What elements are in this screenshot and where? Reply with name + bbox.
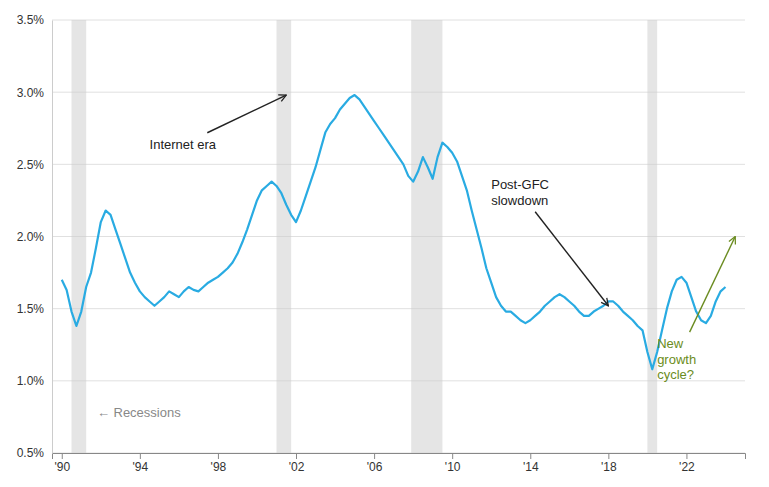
grid-line xyxy=(52,380,745,381)
annotation-arrow xyxy=(535,212,608,306)
annotation-arrow xyxy=(690,237,736,333)
annotation-text: Newgrowthcycle? xyxy=(657,336,696,382)
plot-area xyxy=(62,20,726,453)
y-tick-label: 3.5% xyxy=(17,13,45,27)
x-tick: '22 xyxy=(679,453,695,474)
grid xyxy=(52,20,745,453)
y-tick-label: 1.5% xyxy=(17,302,45,316)
y-tick-label: 1.0% xyxy=(17,374,45,388)
recession-band xyxy=(411,20,442,453)
x-tick: '02 xyxy=(289,453,305,474)
x-tick-label: '98 xyxy=(211,460,227,474)
x-tick: '14 xyxy=(523,453,539,474)
x-tick-label: '94 xyxy=(133,460,149,474)
y-tick: 2.0% xyxy=(17,230,52,244)
x-axis: '90 '94 '98 '02 '06 '10 '14 '18 '22 xyxy=(53,453,746,474)
y-axis: 0.5% 1.0% 1.5% 2.0% 2.5% 3.0% 3.5% xyxy=(17,13,53,460)
x-tick: '90 xyxy=(54,453,70,474)
x-tick: '06 xyxy=(367,453,383,474)
recession-band xyxy=(72,20,87,453)
y-tick: 3.0% xyxy=(17,86,52,100)
x-tick-mark xyxy=(374,453,375,459)
y-tick: 0.5% xyxy=(17,446,52,460)
x-tick-mark xyxy=(62,453,63,459)
x-tick-label: '18 xyxy=(601,460,617,474)
data-line xyxy=(62,95,726,369)
x-axis-line xyxy=(53,454,746,460)
grid-line xyxy=(52,92,745,93)
y-tick: 2.5% xyxy=(17,158,52,172)
x-tick-mark xyxy=(140,453,141,459)
x-tick-mark xyxy=(296,453,297,459)
grid-line xyxy=(52,20,745,21)
x-tick-mark xyxy=(686,453,687,459)
x-tick: '94 xyxy=(133,453,149,474)
grid-line xyxy=(52,308,745,309)
x-tick-label: '14 xyxy=(523,460,539,474)
recession-band xyxy=(647,20,657,453)
y-tick-label: 3.0% xyxy=(17,86,45,100)
grid-line xyxy=(52,236,745,237)
x-tick-label: '06 xyxy=(367,460,383,474)
annotation-line: New xyxy=(657,336,684,351)
y-tick-label: 0.5% xyxy=(17,446,45,460)
x-tick: '18 xyxy=(601,453,617,474)
annotation-line: ← Recessions xyxy=(97,405,181,420)
y-tick-label: 2.0% xyxy=(17,230,45,244)
x-tick-mark xyxy=(530,453,531,459)
annotation-line: slowdown xyxy=(491,193,548,208)
x-tick-mark xyxy=(218,453,219,459)
annotation-line: cycle? xyxy=(657,367,694,382)
x-tick-mark xyxy=(452,453,453,459)
y-tick-label: 2.5% xyxy=(17,158,45,172)
y-axis-line xyxy=(52,21,53,454)
y-tick: 1.0% xyxy=(17,374,52,388)
y-tick: 1.5% xyxy=(17,302,52,316)
recession-band xyxy=(276,20,291,453)
x-tick-mark xyxy=(608,453,609,459)
annotation-text: Post-GFCslowdown xyxy=(491,177,549,208)
annotation-arrow xyxy=(207,95,286,133)
annotations: Internet era Post-GFCslowdown Newgrowthcyc… xyxy=(97,95,735,420)
x-tick-label: '22 xyxy=(679,460,695,474)
annotation-line: growth xyxy=(657,352,696,367)
chart-container: '90 '94 '98 '02 '06 '10 '14 '18 '22 0.5% 1.0% 1.5% 2… xyxy=(0,0,769,487)
annotation-text: ← Recessions xyxy=(97,405,181,420)
x-tick-label: '02 xyxy=(289,460,305,474)
y-tick: 3.5% xyxy=(17,13,52,27)
annotation-text: Internet era xyxy=(150,137,217,152)
annotation-line: Post-GFC xyxy=(491,177,549,192)
x-tick: '98 xyxy=(211,453,227,474)
x-tick-label: '10 xyxy=(445,460,461,474)
x-tick-label: '90 xyxy=(54,460,70,474)
chart-svg: '90 '94 '98 '02 '06 '10 '14 '18 '22 0.5% 1.0% 1.5% 2… xyxy=(0,0,769,487)
annotation-line: Internet era xyxy=(150,137,217,152)
x-tick: '10 xyxy=(445,453,461,474)
grid-line xyxy=(52,164,745,165)
